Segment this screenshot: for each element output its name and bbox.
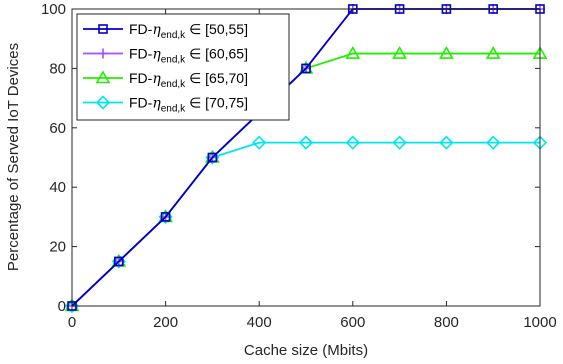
legend-label: FD-ηend,k ∈ [65,70]: [129, 70, 248, 90]
y-axis-title: Percentage of Served IoT Devices: [5, 43, 22, 271]
legend-range: ∈ [65,70]: [185, 70, 248, 86]
legend: FD-ηend,k ∈ [50,55]FD-ηend,k ∈ [60,65]FD…: [76, 13, 290, 121]
data-point: [439, 135, 454, 150]
legend-subscript: end,k: [161, 30, 186, 41]
x-tick-label: 200: [153, 314, 178, 331]
x-tick-label: 0: [68, 314, 76, 331]
data-point: [486, 135, 501, 150]
data-point: [160, 212, 171, 222]
legend-prefix: FD-: [129, 46, 153, 62]
data-point: [98, 48, 108, 59]
legend-subscript: end,k: [161, 104, 186, 115]
data-point: [392, 135, 407, 150]
legend-subscript: end,k: [161, 55, 186, 66]
y-axis: 0 20 40 60 80 100: [41, 1, 540, 315]
legend-prefix: FD-: [129, 95, 153, 111]
x-axis: 0 200 400 600 800 1000: [68, 9, 557, 331]
legend-label: FD-ηend,k ∈ [60,65]: [129, 46, 248, 66]
data-point: [114, 256, 124, 267]
legend-label: FD-ηend,k ∈ [50,55]: [129, 21, 248, 41]
data-point: [439, 45, 454, 59]
legend-entry: FD-ηend,k ∈ [50,55]: [83, 21, 248, 41]
legend-entry: FD-ηend,k ∈ [70,75]: [83, 95, 248, 115]
legend-prefix: FD-: [129, 70, 153, 86]
y-tick-label: 80: [49, 60, 66, 77]
data-point: [95, 70, 111, 84]
legend-prefix: FD-: [129, 21, 153, 37]
legend-subscript: end,k: [161, 79, 186, 90]
legend-symbol: η: [152, 22, 161, 38]
y-tick-label: 20: [49, 239, 66, 256]
y-tick-label: 100: [41, 1, 66, 18]
legend-entry: FD-ηend,k ∈ [65,70]: [83, 70, 248, 90]
x-tick-label: 600: [340, 314, 365, 331]
data-point: [345, 135, 360, 150]
legend-range: ∈ [70,75]: [185, 95, 248, 111]
legend-entry: FD-ηend,k ∈ [60,65]: [83, 46, 248, 66]
axes-box: [71, 8, 541, 307]
legend-range: ∈ [50,55]: [185, 21, 248, 37]
y-tick-label: 0: [58, 298, 66, 315]
data-point: [485, 45, 501, 59]
series-layer: [64, 4, 548, 314]
data-point: [298, 135, 314, 150]
legend-symbol: η: [152, 96, 161, 112]
data-point: [98, 24, 108, 34]
x-tick-label: 400: [247, 314, 272, 331]
x-tick-label: 1000: [523, 314, 556, 331]
data-point: [95, 95, 111, 110]
y-tick-label: 60: [49, 120, 66, 137]
y-tick-label: 40: [49, 179, 66, 196]
data-point: [207, 152, 218, 163]
data-point: [252, 135, 267, 150]
legend-symbol: η: [152, 71, 161, 87]
legend-label: FD-ηend,k ∈ [70,75]: [129, 95, 248, 115]
legend-symbol: η: [152, 47, 161, 63]
legend-range: ∈ [60,65]: [185, 46, 248, 62]
data-point: [392, 45, 407, 59]
data-point: [301, 63, 311, 74]
data-point: [345, 45, 361, 59]
x-axis-title: Cache size (Mbits): [244, 342, 368, 359]
x-tick-label: 800: [434, 314, 459, 331]
